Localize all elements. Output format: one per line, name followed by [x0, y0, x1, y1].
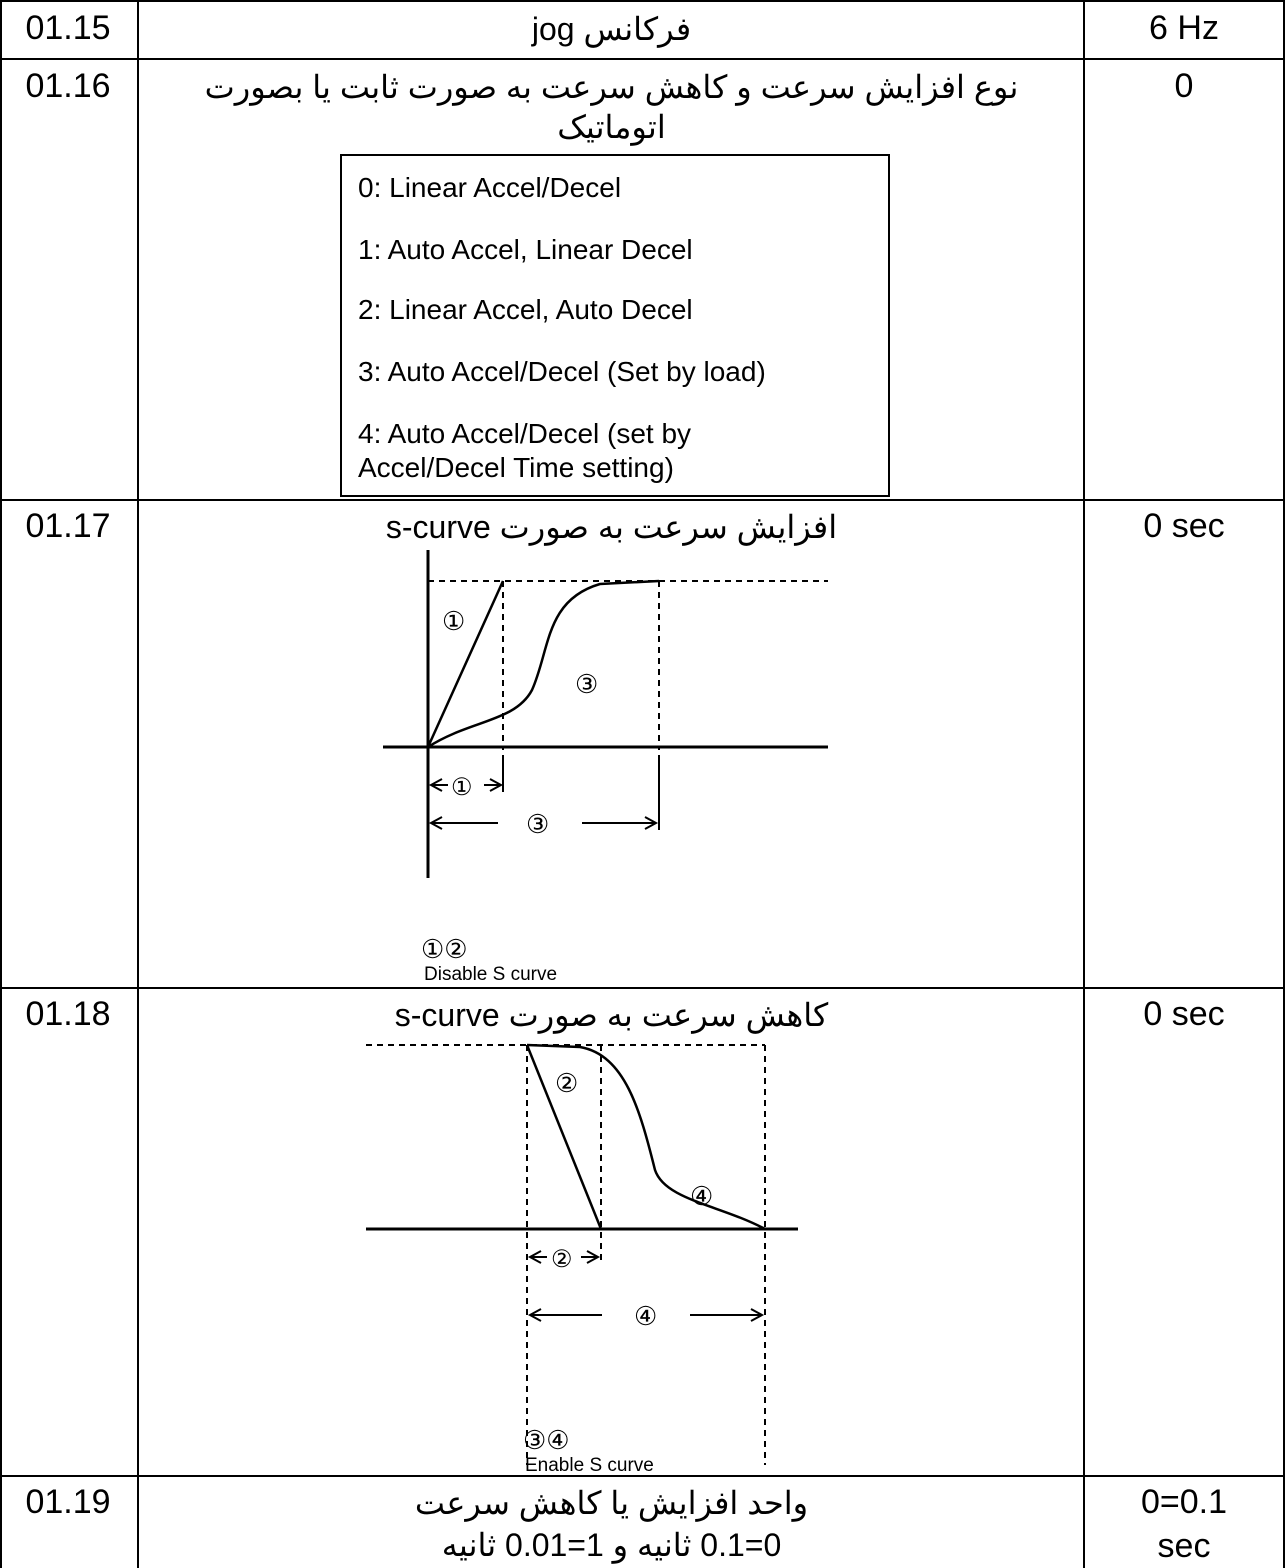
curve-marker: ① — [442, 606, 465, 636]
row-title: افزایش سرعت به صورت s-curve — [385, 509, 838, 545]
row-value: 6 Hz — [1149, 9, 1219, 47]
row-value-line2: sec — [1157, 1527, 1211, 1565]
dimension-marker: ④ — [634, 1301, 657, 1331]
option-item: 1: Auto Accel, Linear Decel — [358, 234, 693, 265]
dimension-marker: ② — [551, 1246, 573, 1273]
arrow-head — [489, 778, 504, 792]
table-border-top — [0, 0, 1285, 2]
caption-marks: ①② — [421, 934, 468, 964]
row-title-line2: 0=0.1 ثانیه و 1=0.01 ثانیه — [441, 1527, 782, 1563]
dimension-marker: ① — [451, 774, 473, 801]
row-code: 01.15 — [25, 9, 111, 47]
s-curve-accel — [427, 579, 660, 749]
option-item: 2: Linear Accel, Auto Decel — [358, 294, 693, 325]
row-divider — [0, 58, 1285, 60]
row-code: 01.17 — [25, 507, 111, 545]
option-item: Accel/Decel Time setting) — [358, 452, 674, 483]
curve-marker: ③ — [575, 669, 598, 699]
row-title: فرکانس jog — [531, 11, 692, 47]
row-title-line1: نوع افزایش سرعت و کاهش سرعت به صورت ثابت… — [204, 69, 1019, 105]
row-code: 01.18 — [25, 995, 111, 1033]
table-border-right — [1283, 0, 1285, 1568]
row-value: 0 sec — [1143, 995, 1225, 1033]
options-box: 0: Linear Accel/Decel 1: Auto Accel, Lin… — [340, 154, 890, 497]
row-divider — [0, 499, 1285, 501]
row-divider — [0, 1475, 1285, 1477]
column-divider-value — [1083, 0, 1085, 1568]
arrow-head — [527, 1308, 542, 1322]
row-title-line1: واحد افزایش یا کاهش سرعت — [414, 1485, 809, 1521]
table-border-left — [0, 0, 2, 1568]
linear-decel-line — [525, 1044, 603, 1230]
arrow-head — [586, 1250, 601, 1264]
row-divider — [0, 987, 1285, 989]
row-code: 01.19 — [25, 1483, 111, 1521]
caption-marks: ③④ — [523, 1425, 570, 1455]
row-code: 01.16 — [25, 67, 111, 105]
option-item: 0: Linear Accel/Decel — [358, 172, 622, 203]
row-value: 0 — [1174, 67, 1194, 105]
linear-accel-line — [426, 580, 505, 748]
arrow-head — [644, 816, 659, 830]
arrow-head — [527, 1250, 542, 1264]
column-divider-code — [137, 0, 139, 1568]
curve-marker: ② — [555, 1068, 578, 1098]
arrow-head — [428, 816, 443, 830]
arrow-head — [428, 778, 443, 792]
option-item: 3: Auto Accel/Decel (Set by load) — [358, 356, 766, 387]
row-value: 0 sec — [1143, 507, 1225, 545]
row-title: کاهش سرعت به صورت s-curve — [394, 997, 829, 1033]
figure-caption: Disable S curve — [424, 964, 557, 985]
row-value-line1: 0=0.1 — [1140, 1483, 1228, 1521]
curve-marker: ④ — [690, 1181, 713, 1211]
dimension-marker: ③ — [526, 809, 549, 839]
option-item: 4: Auto Accel/Decel (set by — [358, 418, 692, 449]
row-title-line2: اتوماتیک — [557, 109, 666, 145]
figure-caption: Enable S curve — [525, 1455, 654, 1476]
arrow-head — [750, 1308, 765, 1322]
s-curve-decel — [526, 1043, 766, 1231]
